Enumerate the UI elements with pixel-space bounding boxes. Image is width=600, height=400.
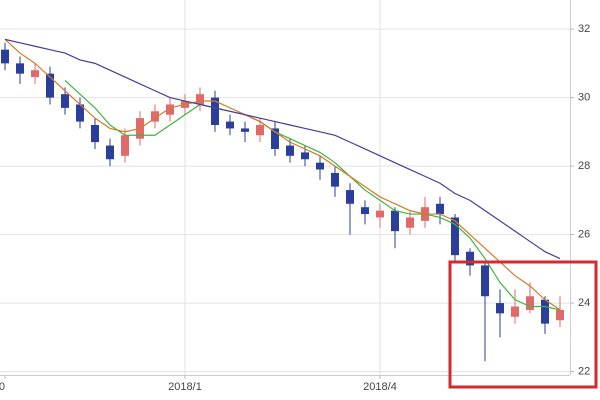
- x-tick-label: 2018/1: [168, 381, 202, 393]
- candle-body: [211, 97, 219, 125]
- candle-body: [286, 145, 294, 156]
- candle-body: [481, 265, 489, 297]
- candle-body: [376, 210, 384, 218]
- candle-body: [406, 217, 414, 228]
- candle-body: [1, 49, 9, 64]
- candle-body: [16, 63, 24, 74]
- candle-body: [361, 207, 369, 215]
- candle-body: [346, 190, 354, 204]
- candle-body: [226, 121, 234, 129]
- moving-average-line: [4, 38, 561, 311]
- candle-body: [451, 217, 459, 256]
- highlight-box: [448, 260, 598, 389]
- candle-body: [46, 73, 54, 98]
- candle-body: [166, 104, 174, 115]
- candle-body: [466, 251, 474, 266]
- candle-body: [121, 135, 129, 156]
- candle-body: [331, 172, 339, 187]
- moving-average-line: [4, 38, 561, 260]
- candle-body: [391, 210, 399, 232]
- plot-layer: 22 24 26 28 30 32 0 2018/1 2018/4: [0, 0, 590, 393]
- candle-body: [436, 203, 444, 215]
- y-tick-label: 22: [578, 365, 590, 377]
- y-tick-label: 32: [578, 23, 590, 35]
- candle-body: [91, 125, 99, 143]
- candle-body: [541, 299, 549, 324]
- candle-body: [61, 94, 69, 108]
- candle-body: [301, 152, 309, 160]
- candle-body: [106, 145, 114, 160]
- candle-body: [556, 309, 564, 321]
- candle-body: [151, 111, 159, 122]
- candle-body: [496, 303, 504, 314]
- y-tick-label: 28: [578, 160, 590, 172]
- x-tick-label: 2018/4: [363, 381, 397, 393]
- candle-body: [316, 162, 324, 170]
- y-tick-label: 26: [578, 228, 590, 240]
- candle-body: [256, 125, 264, 136]
- candle-body: [271, 128, 279, 149]
- moving-average-line: [64, 80, 561, 311]
- candle-body: [31, 70, 39, 78]
- candle-body: [196, 94, 204, 105]
- y-tick-label: 30: [578, 92, 590, 104]
- candle-body: [511, 306, 519, 317]
- candle-body: [526, 296, 534, 310]
- candle-body: [76, 104, 84, 122]
- candle-body: [241, 128, 249, 132]
- x-tick-label: 0: [0, 381, 5, 393]
- y-tick-label: 24: [578, 297, 590, 309]
